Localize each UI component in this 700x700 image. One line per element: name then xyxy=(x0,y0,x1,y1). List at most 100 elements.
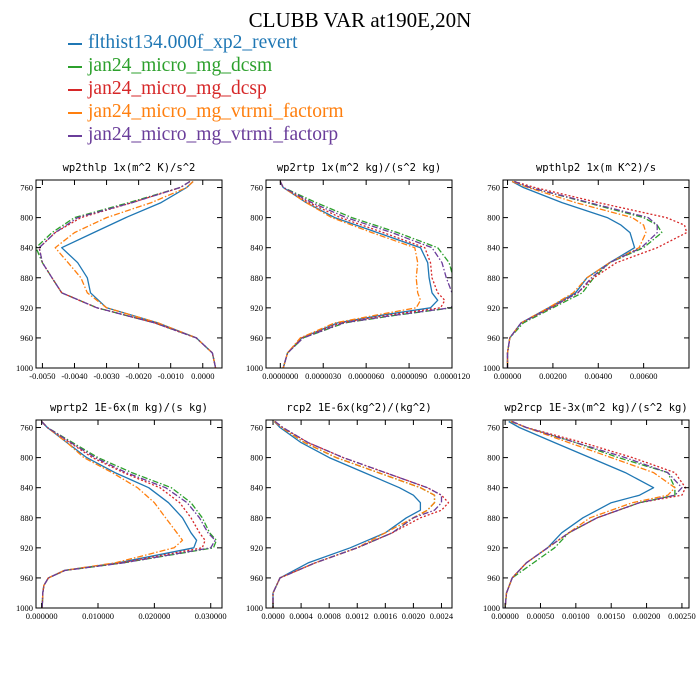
x-tick-label: 0.00600 xyxy=(630,371,658,381)
legend-swatch xyxy=(68,42,82,45)
y-tick-label: 800 xyxy=(20,453,33,463)
series-line xyxy=(272,421,422,608)
y-tick-label: 840 xyxy=(250,243,263,253)
series-line xyxy=(279,181,452,368)
legend-swatch xyxy=(68,111,82,114)
y-tick-label: 760 xyxy=(20,183,33,193)
y-tick-label: 960 xyxy=(250,333,263,343)
legend-item: jan24_micro_mg_vtrmi_factorp xyxy=(68,123,344,146)
y-tick-label: 1000 xyxy=(16,603,33,613)
series-line xyxy=(279,181,452,368)
figure-title: CLUBB VAR at190E,20N xyxy=(248,8,472,32)
plot-frame xyxy=(35,419,223,609)
legend-label: flthist134.000f_xp2_revert xyxy=(88,32,298,53)
subplot-title: wpthlp2 1x(m K^2)/s xyxy=(536,162,656,174)
y-tick-label: 760 xyxy=(250,423,263,433)
series-line xyxy=(41,421,216,608)
x-tick-label: 0.00200 xyxy=(633,611,661,621)
subplot-title: wp2rcp 1E-3x(m^2 kg)/(s^2 kg) xyxy=(504,402,687,414)
series-line xyxy=(506,180,647,368)
series-group xyxy=(272,420,450,608)
subplot-3: wpthlp2 1x(m K^2)/s 760 800 840 880 920 960 100… xyxy=(483,162,690,381)
subplot-1: wp2thlp 1x(m^2 K)/s^2 760 800 840 880 920 960 1… xyxy=(16,162,223,381)
x-tick-label: 0.00000 xyxy=(494,371,522,381)
y-tick-label: 1000 xyxy=(483,603,500,613)
series-line xyxy=(506,180,658,368)
x-tick-label: 0.00150 xyxy=(597,611,625,621)
series-line xyxy=(504,420,676,608)
series-line xyxy=(36,180,217,368)
legend-item: flthist134.000f_xp2_revert xyxy=(68,31,344,54)
y-tick-label: 760 xyxy=(20,423,33,433)
series-line xyxy=(38,180,217,368)
series-line xyxy=(41,421,198,608)
y-tick-label: 760 xyxy=(487,183,500,193)
x-tick-label: 0.020000 xyxy=(138,611,170,621)
series-line xyxy=(504,420,676,608)
plot-frame xyxy=(502,179,690,369)
series-line xyxy=(279,181,422,368)
y-tick-label: 920 xyxy=(250,543,263,553)
legend: flthist134.000f_xp2_revert jan24_micro_m… xyxy=(68,31,344,146)
series-line xyxy=(61,181,217,368)
subplot-title: wp2rtp 1x(m^2 kg)/(s^2 kg) xyxy=(277,162,441,174)
y-tick-label: 920 xyxy=(250,303,263,313)
y-tick-label: 880 xyxy=(250,273,263,283)
x-tick-label: -0.0030 xyxy=(93,371,119,381)
legend-label: jan24_micro_mg_vtrmi_factorp xyxy=(88,124,339,145)
x-tick-label: 0.000000 xyxy=(26,611,58,621)
series-group xyxy=(506,180,688,368)
y-tick-label: 960 xyxy=(250,573,263,583)
legend-label: jan24_micro_mg_dcsm xyxy=(88,55,273,76)
legend-item: jan24_micro_mg_dcsm xyxy=(68,54,344,77)
x-tick-label: 0.0024 xyxy=(430,611,454,621)
series-group xyxy=(504,420,687,608)
legend-item: jan24_micro_mg_vtrmi_factorm xyxy=(68,100,344,123)
y-tick-label: 880 xyxy=(487,273,500,283)
x-tick-label: 0.0000060 xyxy=(348,371,384,381)
x-tick-label: -0.0010 xyxy=(158,371,184,381)
x-tick-label: 0.0008 xyxy=(317,611,340,621)
subplot-5: rcp2 1E-6x(kg^2)/(kg^2) 760 800 840 880 920 96… xyxy=(246,402,454,621)
y-tick-label: 760 xyxy=(250,183,263,193)
x-tick-label: -0.0040 xyxy=(61,371,87,381)
series-line xyxy=(506,180,688,368)
legend-swatch xyxy=(68,88,82,91)
plot-frame xyxy=(35,179,223,369)
x-tick-label: 0.0000030 xyxy=(305,371,341,381)
legend-label: jan24_micro_mg_dcsp xyxy=(88,78,267,99)
series-group xyxy=(36,180,217,368)
x-tick-label: -0.0050 xyxy=(29,371,55,381)
x-tick-label: 0.0000120 xyxy=(434,371,470,381)
x-tick-label: 0.0020 xyxy=(402,611,425,621)
y-tick-label: 840 xyxy=(250,483,263,493)
plot-frame xyxy=(502,419,690,609)
y-tick-label: 1000 xyxy=(246,363,263,373)
x-tick-label: -0.0020 xyxy=(126,371,152,381)
series-group xyxy=(41,421,218,608)
series-group xyxy=(279,181,452,368)
y-tick-label: 800 xyxy=(20,213,33,223)
y-tick-label: 920 xyxy=(487,303,500,313)
plot-frame xyxy=(265,179,453,369)
y-tick-label: 880 xyxy=(250,513,263,523)
x-tick-label: 0.0004 xyxy=(289,611,313,621)
x-tick-label: 0.00250 xyxy=(668,611,696,621)
x-tick-label: 0.0000 xyxy=(261,611,284,621)
legend-swatch xyxy=(68,134,82,137)
x-tick-label: 0.010000 xyxy=(82,611,114,621)
y-tick-label: 1000 xyxy=(483,363,500,373)
x-tick-label: 0.0000 xyxy=(191,371,214,381)
y-tick-label: 960 xyxy=(487,333,500,343)
x-tick-label: 0.0012 xyxy=(346,611,369,621)
y-tick-label: 800 xyxy=(487,213,500,223)
y-tick-label: 800 xyxy=(487,453,500,463)
y-tick-label: 840 xyxy=(20,483,33,493)
y-tick-label: 960 xyxy=(20,573,33,583)
y-tick-label: 920 xyxy=(487,543,500,553)
series-line xyxy=(41,421,218,608)
series-line xyxy=(272,421,436,608)
y-tick-label: 840 xyxy=(487,243,500,253)
legend-label: jan24_micro_mg_vtrmi_factorm xyxy=(88,101,344,122)
